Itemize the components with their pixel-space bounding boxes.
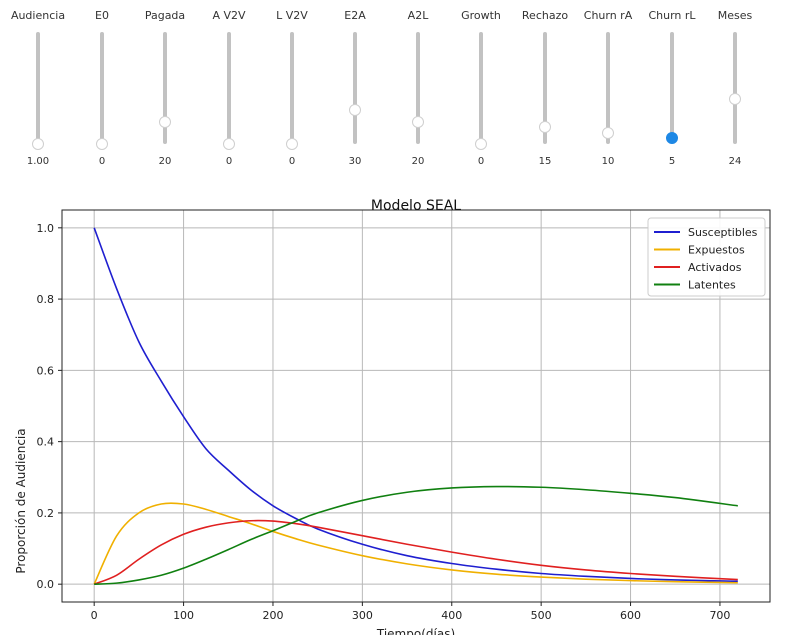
plot-frame bbox=[61, 209, 771, 603]
y-tick-label: 0.4 bbox=[37, 436, 55, 449]
series-line-expuestos bbox=[93, 502, 738, 585]
slider-panel: Audiencia 1.00 E0 0 Pagada 20 A V2V 0 L V2V 0 E2A 3… bbox=[0, 0, 789, 175]
slider-label: Churn rL bbox=[648, 9, 696, 22]
slider-track[interactable] bbox=[479, 32, 483, 144]
legend: Susceptibles Expuestos Activados Latentes bbox=[647, 217, 766, 297]
slider-value: 24 bbox=[728, 156, 742, 167]
slider-track[interactable] bbox=[543, 32, 547, 144]
slider-track[interactable] bbox=[733, 32, 737, 144]
slider-knob[interactable] bbox=[729, 93, 741, 106]
slider-e0[interactable]: E0 0 bbox=[72, 0, 132, 175]
x-tick-label: 400 bbox=[441, 609, 462, 622]
slider-label: E0 bbox=[95, 9, 109, 22]
slider-label: Audiencia bbox=[10, 9, 66, 22]
slider-track[interactable] bbox=[416, 32, 420, 144]
slider-track[interactable] bbox=[163, 32, 167, 144]
x-tick-label: 300 bbox=[352, 609, 373, 622]
slider-meses[interactable]: Meses 24 bbox=[705, 0, 765, 175]
slider-value: 5 bbox=[668, 156, 676, 167]
x-tick-label: 600 bbox=[620, 609, 641, 622]
slider-a-v2v[interactable]: A V2V 0 bbox=[199, 0, 259, 175]
y-tick-label: 1.0 bbox=[37, 222, 55, 235]
slider-l-v2v[interactable]: L V2V 0 bbox=[262, 0, 322, 175]
slider-track[interactable] bbox=[227, 32, 231, 144]
slider-growth[interactable]: Growth 0 bbox=[451, 0, 511, 175]
x-tick-label: 100 bbox=[173, 609, 194, 622]
slider-track[interactable] bbox=[290, 32, 294, 144]
slider-track[interactable] bbox=[670, 32, 674, 144]
legend-box bbox=[647, 217, 766, 297]
slider-knob[interactable] bbox=[412, 115, 424, 128]
slider-knob[interactable] bbox=[286, 138, 298, 150]
series-line-activados bbox=[93, 519, 738, 585]
x-axis-label: Tiempo(días) bbox=[376, 627, 455, 635]
x-tick-label: 0 bbox=[91, 609, 98, 622]
slider-a2l[interactable]: A2L 20 bbox=[388, 0, 448, 175]
slider-audiencia[interactable]: Audiencia 1.00 bbox=[8, 0, 68, 175]
slider-value: 20 bbox=[158, 156, 172, 167]
slider-knob[interactable] bbox=[349, 104, 361, 117]
legend-label: Latentes bbox=[688, 279, 736, 292]
slider-churn-rl[interactable]: Churn rL 5 bbox=[642, 0, 702, 175]
x-tick-label: 700 bbox=[709, 609, 730, 622]
slider-knob[interactable] bbox=[666, 132, 678, 145]
slider-knob[interactable] bbox=[539, 121, 551, 134]
chart-title: Modelo SEAL bbox=[371, 198, 461, 214]
slider-knob[interactable] bbox=[159, 115, 171, 128]
slider-value: 0 bbox=[288, 156, 296, 167]
slider-value: 15 bbox=[538, 156, 552, 167]
y-tick-label: 0.8 bbox=[37, 293, 55, 306]
legend-label: Expuestos bbox=[688, 244, 745, 257]
slider-label: A2L bbox=[407, 9, 429, 22]
x-tick-label: 200 bbox=[262, 609, 283, 622]
slider-label: A V2V bbox=[212, 9, 246, 22]
slider-knob[interactable] bbox=[96, 138, 108, 150]
slider-label: Rechazo bbox=[521, 9, 569, 22]
slider-track[interactable] bbox=[606, 32, 610, 144]
legend-label: Activados bbox=[688, 261, 742, 274]
slider-value: 1.00 bbox=[26, 156, 50, 167]
slider-value: 0 bbox=[225, 156, 233, 167]
legend-label: Susceptibles bbox=[688, 226, 758, 239]
slider-label: E2A bbox=[344, 9, 366, 22]
slider-knob[interactable] bbox=[223, 138, 235, 150]
slider-track[interactable] bbox=[100, 32, 104, 144]
slider-knob[interactable] bbox=[32, 138, 44, 150]
slider-value: 30 bbox=[348, 156, 362, 167]
slider-e2a[interactable]: E2A 30 bbox=[325, 0, 385, 175]
axis-ticks: 0 100 200 300 400 500 600 700 0.0 0.2 0.4 0.6 0.8 1.0 bbox=[37, 222, 731, 622]
series-line-susceptibles bbox=[93, 227, 738, 583]
slider-track[interactable] bbox=[353, 32, 357, 144]
series-line-latentes bbox=[94, 485, 738, 585]
slider-value: 0 bbox=[98, 156, 106, 167]
slider-pagada[interactable]: Pagada 20 bbox=[135, 0, 195, 175]
series-lines bbox=[93, 227, 738, 585]
slider-label: Growth bbox=[461, 9, 501, 22]
x-tick-label: 500 bbox=[531, 609, 552, 622]
seal-line-chart: Modelo SEAL Tiempo(días) Proporción de A… bbox=[14, 198, 771, 635]
slider-value: 20 bbox=[411, 156, 425, 167]
grid-lines bbox=[62, 210, 770, 602]
slider-label: Meses bbox=[717, 9, 753, 22]
slider-label: Churn rA bbox=[583, 9, 633, 22]
slider-knob[interactable] bbox=[475, 138, 487, 150]
slider-churn-ra[interactable]: Churn rA 10 bbox=[578, 0, 638, 175]
slider-value: 10 bbox=[601, 156, 615, 167]
slider-rechazo[interactable]: Rechazo 15 bbox=[515, 0, 575, 175]
y-tick-label: 0.2 bbox=[37, 507, 55, 520]
slider-label: L V2V bbox=[276, 9, 308, 22]
slider-track[interactable] bbox=[36, 32, 40, 144]
y-tick-label: 0.0 bbox=[37, 578, 55, 591]
slider-value: 0 bbox=[477, 156, 485, 167]
y-axis-label: Proporción de Audiencia bbox=[14, 428, 28, 573]
slider-label: Pagada bbox=[144, 9, 186, 22]
y-tick-label: 0.6 bbox=[37, 364, 55, 377]
slider-knob[interactable] bbox=[602, 126, 614, 139]
